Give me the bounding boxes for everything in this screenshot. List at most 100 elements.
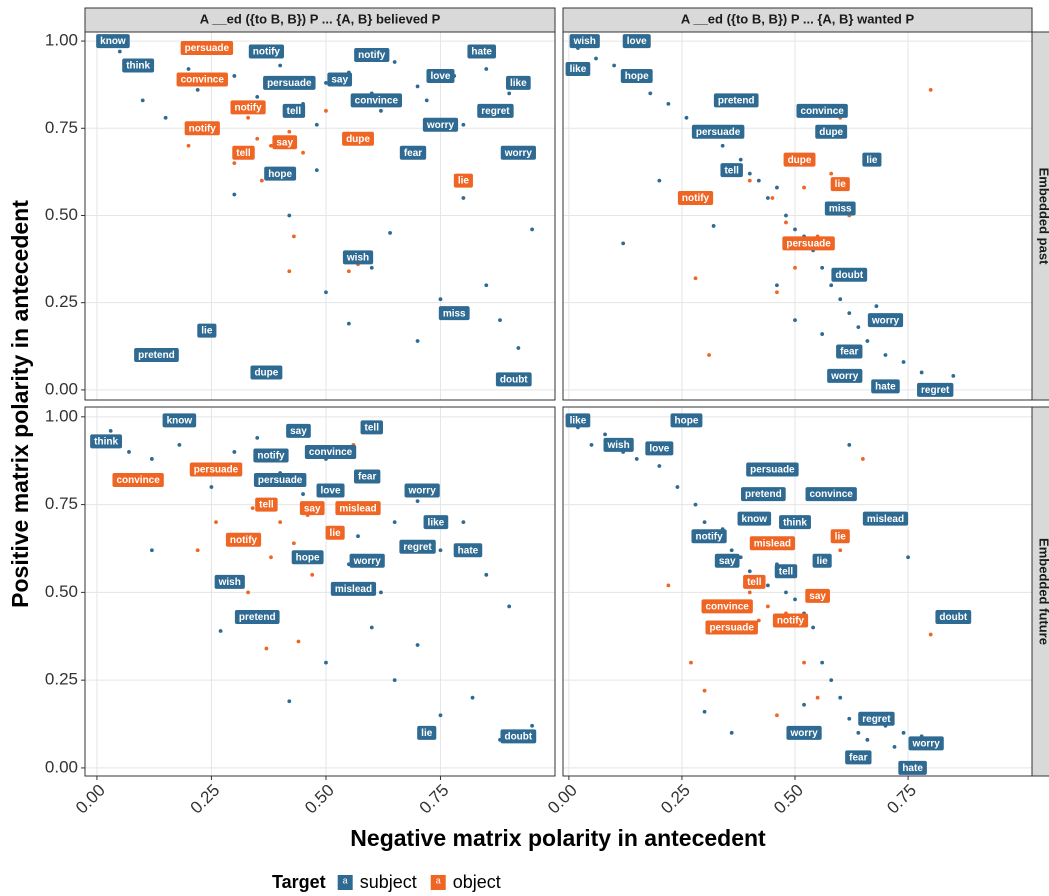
point: [775, 283, 779, 288]
point: [346, 269, 351, 274]
point-label: like: [428, 517, 445, 528]
point-label-box: [898, 760, 927, 775]
point-label-box: [112, 473, 164, 488]
point-label-box: [417, 725, 437, 740]
point: [379, 108, 383, 113]
point-label: hope: [625, 71, 649, 82]
point-label-box: [774, 564, 798, 579]
point-label: notify: [257, 451, 285, 462]
point-label-box: [438, 306, 470, 321]
point: [838, 297, 843, 302]
point-label: tell: [287, 106, 302, 117]
point: [811, 625, 816, 630]
point-label: worry: [426, 120, 455, 131]
point-label-box: [354, 48, 390, 63]
point: [829, 283, 834, 288]
point-label-box: [741, 487, 786, 502]
point-label-box: [180, 41, 234, 56]
point-label: wish: [218, 577, 241, 588]
panel-border: [84, 31, 556, 401]
point-label: persuade: [194, 465, 239, 476]
point-label-box: [677, 191, 714, 206]
point-label-box: [743, 574, 766, 589]
point: [438, 548, 443, 553]
point-label: doubt: [504, 731, 532, 742]
point-label: convince: [355, 96, 399, 107]
point: [738, 157, 743, 162]
point: [356, 534, 360, 539]
point: [149, 457, 154, 461]
point: [756, 178, 761, 183]
point: [218, 629, 223, 633]
point: [829, 171, 834, 176]
point-label: like: [510, 78, 527, 89]
point: [195, 88, 200, 92]
point: [484, 283, 489, 288]
point: [516, 346, 521, 350]
point-label-box: [189, 462, 243, 477]
point-label-box: [250, 365, 283, 380]
point-label-box: [162, 413, 197, 428]
y-tick-label: 0.00: [45, 379, 78, 398]
point-label: convince: [309, 447, 353, 458]
point-label: hope: [296, 552, 320, 563]
point: [117, 49, 122, 54]
point-label: tell: [779, 566, 794, 577]
point: [301, 492, 305, 496]
point: [693, 276, 698, 281]
point: [177, 443, 182, 447]
point-label-box: [622, 34, 651, 49]
point-label: lie: [866, 155, 878, 166]
point: [657, 178, 662, 183]
facet-title: A __ed ({to B, B}) P ... {A, B} wanted P: [681, 11, 915, 26]
point-label: mislead: [339, 503, 376, 514]
point-label: love: [627, 36, 647, 47]
point: [507, 91, 512, 96]
point-label-box: [264, 166, 297, 181]
point-label: convince: [810, 489, 854, 500]
point-label: persuade: [696, 127, 741, 138]
point: [711, 224, 716, 228]
point-label: love: [430, 71, 450, 82]
point-label: notify: [253, 47, 281, 58]
point: [793, 265, 797, 270]
point-label: regret: [921, 385, 950, 396]
point-label: convince: [705, 602, 749, 613]
point-label: fear: [840, 347, 858, 358]
point: [765, 604, 770, 609]
point: [793, 597, 797, 602]
point-label-box: [805, 487, 857, 502]
point: [612, 63, 617, 68]
point-label-box: [772, 613, 809, 628]
point-label-box: [565, 61, 591, 76]
point: [928, 632, 933, 637]
x-tick-label: 0.50: [301, 781, 338, 818]
x-tick-label: 0.50: [770, 781, 807, 818]
point-label-box: [327, 72, 353, 87]
point-label: know: [742, 514, 768, 525]
point: [838, 548, 843, 553]
point-label-box: [90, 434, 123, 449]
point-label-box: [184, 121, 220, 136]
point: [214, 520, 218, 525]
point: [255, 94, 260, 99]
point-label-box: [422, 117, 459, 132]
x-axis-title: Negative matrix polarity in antecedent: [350, 825, 766, 851]
legend-key: [430, 875, 446, 890]
point-label: tell: [747, 577, 762, 588]
point: [140, 98, 145, 103]
point: [324, 81, 328, 85]
point: [657, 464, 662, 468]
point: [784, 213, 788, 218]
point: [793, 227, 797, 232]
point-label-box: [720, 163, 743, 178]
point-label-box: [783, 152, 816, 167]
y-tick-label: 0.50: [45, 582, 78, 601]
point-label-box: [737, 511, 772, 526]
point-label: like: [570, 415, 587, 426]
point-label-box: [291, 550, 324, 565]
point: [675, 485, 680, 489]
point-label-box: [830, 177, 850, 192]
point-label-box: [786, 725, 822, 740]
y-tick-label: 0.75: [45, 118, 78, 137]
